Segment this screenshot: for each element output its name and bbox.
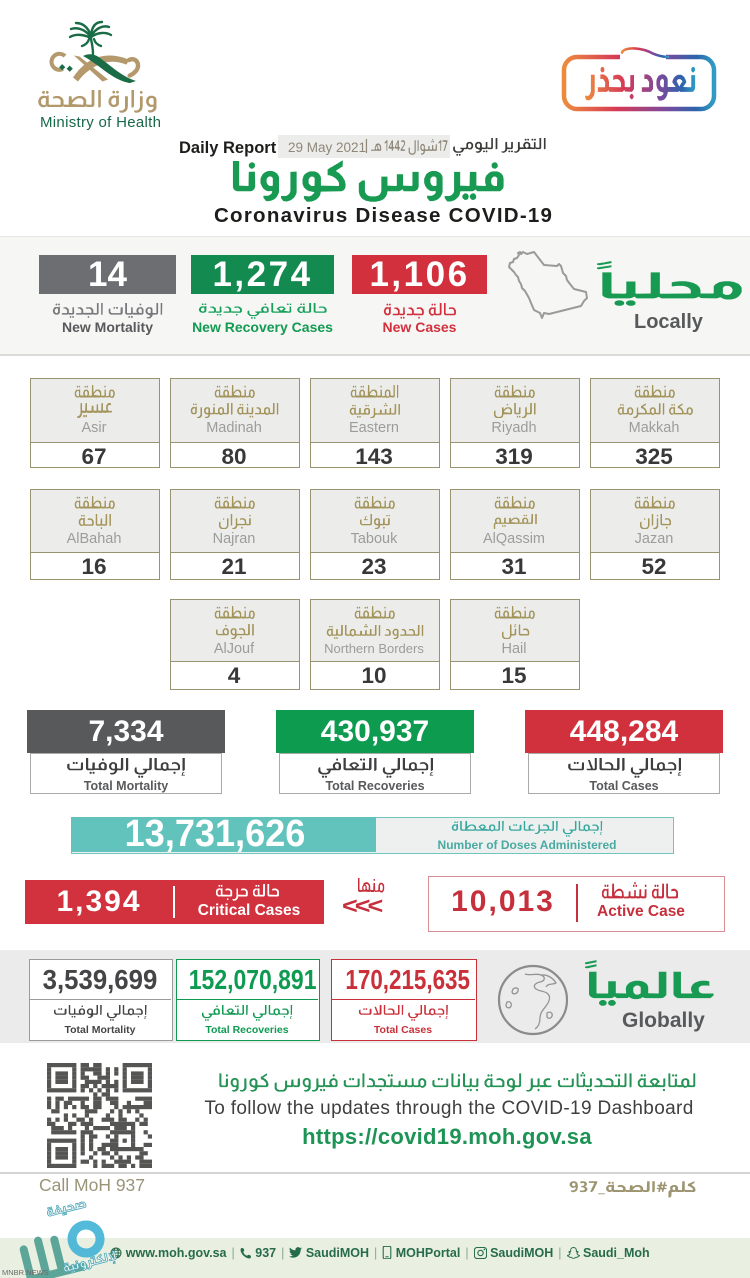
svg-text:MNBR.NEWS: MNBR.NEWS xyxy=(2,1268,49,1277)
